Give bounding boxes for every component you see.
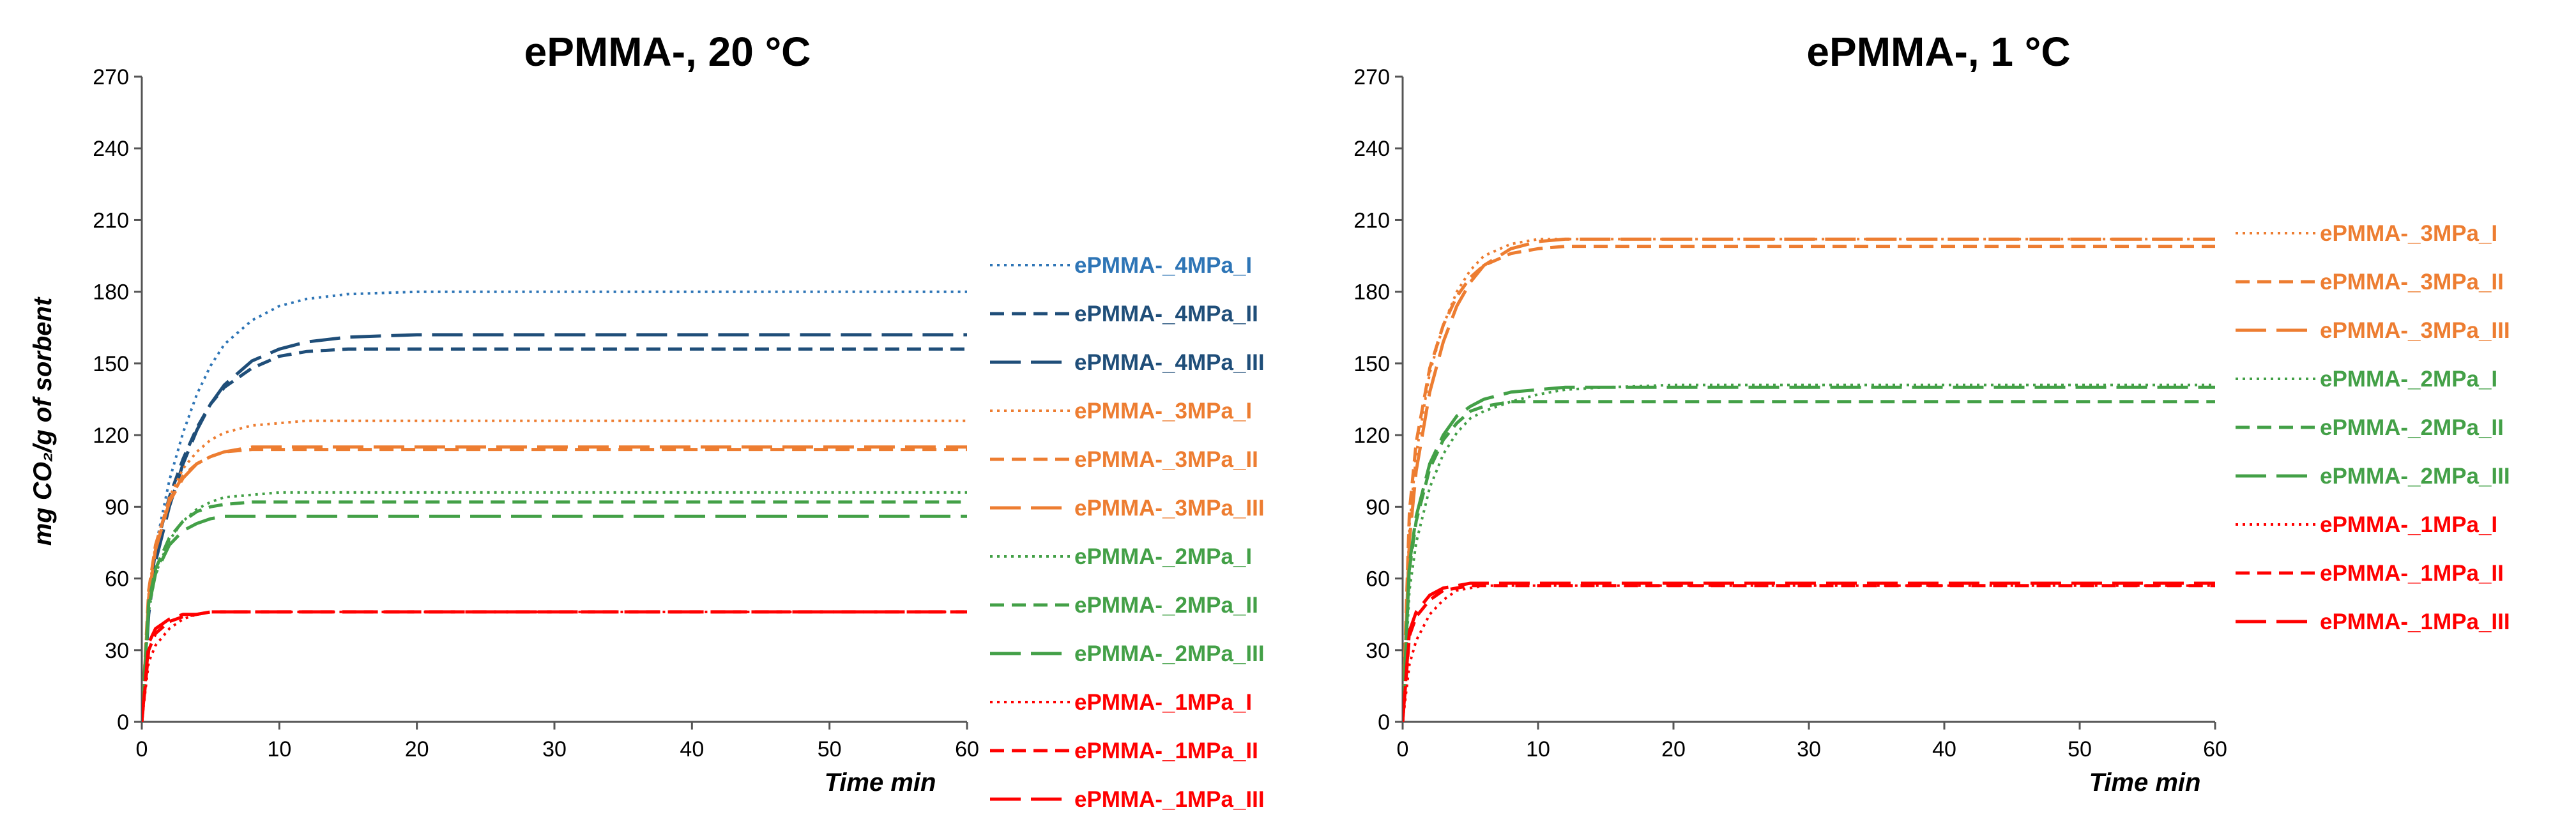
chart-title: ePMMA-, 1 °C (1806, 29, 2070, 75)
series-line-ePMMA-_2MPa_III (1403, 385, 2215, 722)
series-line-ePMMA-_2MPa_I (1403, 383, 2215, 722)
series-lines (142, 290, 967, 722)
legend-label: ePMMA-_3MPa_I (2320, 221, 2497, 246)
series-lines (1403, 237, 2215, 722)
x-tick-label: 20 (1661, 737, 1686, 761)
y-tick-label: 240 (93, 137, 129, 161)
legend-label: ePMMA-_1MPa_II (2320, 561, 2504, 586)
legend-label: ePMMA-_2MPa_III (2320, 464, 2510, 489)
legend-label: ePMMA-_4MPa_II (1074, 302, 1258, 326)
legend-label: ePMMA-_4MPa_III (1074, 350, 1265, 375)
series-line-ePMMA-_2MPa_III (142, 514, 967, 722)
y-tick-label: 150 (1353, 352, 1390, 376)
y-tick-label: 120 (1353, 424, 1390, 448)
legend-label: ePMMA-_1MPa_II (1074, 738, 1258, 763)
y-tick-label: 60 (105, 567, 129, 592)
y-tick-label: 90 (1366, 495, 1390, 519)
x-tick-labels: 0 10 20 30 40 50 60 (136, 722, 979, 761)
series-line-ePMMA-_4MPa_I (142, 290, 967, 722)
series-line-ePMMA-_3MPa_II (142, 448, 967, 722)
y-tick-label: 30 (1366, 639, 1390, 663)
x-tick-label: 10 (1526, 737, 1550, 761)
series-line-ePMMA-_1MPa_I (1403, 584, 2215, 722)
y-tick-labels: 0 30 60 90 120 150 180 210 240 270 (1353, 65, 1403, 735)
y-tick-label: 60 (1366, 567, 1390, 592)
legend-label: ePMMA-_2MPa_I (2320, 367, 2497, 392)
series-line-ePMMA-_1MPa_III (1403, 581, 2215, 722)
legend-label: ePMMA-_4MPa_I (1074, 253, 1252, 278)
y-tick-label: 240 (1353, 137, 1390, 161)
legend-label: ePMMA-_1MPa_I (2320, 512, 2497, 537)
x-tick-label: 50 (818, 737, 842, 761)
y-tick-label: 30 (105, 639, 129, 663)
legend-label: ePMMA-_2MPa_III (1074, 641, 1265, 666)
x-tick-label: 50 (2068, 737, 2092, 761)
series-line-ePMMA-_1MPa_II (142, 610, 967, 722)
x-tick-label: 60 (955, 737, 979, 761)
series-line-ePMMA-_3MPa_I (142, 419, 967, 722)
y-tick-label: 210 (1353, 208, 1390, 233)
legend-label: ePMMA-_3MPa_III (1074, 496, 1265, 521)
series-line-ePMMA-_3MPa_III (142, 445, 967, 722)
legend-label: ePMMA-_2MPa_I (1074, 544, 1252, 569)
legend: ePMMA-_3MPa_I ePMMA-_3MPa_II ePMMA-_3MPa_I… (2236, 221, 2510, 634)
x-tick-label: 40 (680, 737, 704, 761)
y-tick-label: 90 (105, 495, 129, 519)
series-line-ePMMA-_4MPa_III (142, 333, 967, 722)
x-axis-title: Time min (825, 769, 936, 797)
x-tick-label: 10 (267, 737, 291, 761)
x-axis-title: Time min (2089, 769, 2201, 797)
x-tick-label: 30 (542, 737, 567, 761)
x-tick-label: 60 (2203, 737, 2227, 761)
legend-label: ePMMA-_2MPa_II (1074, 593, 1258, 618)
y-tick-labels: 0 30 60 90 120 150 180 210 240 270 (93, 65, 142, 735)
y-tick-label: 180 (93, 280, 129, 305)
chart-panel-20c: ePMMA-, 20 °C 0306090120150180210240270 … (29, 29, 1265, 812)
legend-label: ePMMA-_3MPa_II (1074, 447, 1258, 472)
series-line-ePMMA-_1MPa_I (142, 610, 967, 722)
y-tick-label: 210 (93, 208, 129, 233)
x-tick-label: 0 (136, 737, 148, 761)
series-line-ePMMA-_4MPa_II (142, 347, 967, 722)
legend-label: ePMMA-_3MPa_I (1074, 399, 1252, 424)
y-tick-label: 0 (1378, 710, 1390, 735)
chart-panel-1c: ePMMA-, 1 °C 0 30 60 90 120 150 180 210 240 270 0… (1353, 29, 2510, 797)
x-tick-label: 20 (405, 737, 429, 761)
series-line-ePMMA-_3MPa_II (1403, 245, 2215, 722)
legend-label: ePMMA-_1MPa_III (2320, 609, 2510, 634)
legend-label: ePMMA-_3MPa_II (2320, 270, 2504, 294)
x-tick-label: 30 (1797, 737, 1821, 761)
series-line-ePMMA-_3MPa_III (1403, 237, 2215, 722)
y-tick-label: 120 (93, 424, 129, 448)
chart-title: ePMMA-, 20 °C (524, 29, 811, 75)
x-tick-label: 0 (1397, 737, 1409, 761)
series-line-ePMMA-_2MPa_II (1403, 400, 2215, 722)
legend-label: ePMMA-_3MPa_III (2320, 318, 2510, 343)
legend-label: ePMMA-_1MPa_III (1074, 787, 1265, 812)
series-line-ePMMA-_3MPa_I (1403, 238, 2215, 722)
x-tick-label: 40 (1932, 737, 1956, 761)
legend-label: ePMMA-_2MPa_II (2320, 415, 2504, 440)
legend-label: ePMMA-_1MPa_I (1074, 690, 1252, 715)
series-line-ePMMA-_2MPa_II (142, 500, 967, 722)
series-line-ePMMA-_1MPa_II (1403, 584, 2215, 722)
y-axis-title: mg CO₂/g of sorbent (29, 296, 57, 546)
legend: ePMMA-_4MPa_I ePMMA-_4MPa_II ePMMA-_4MPa_I… (990, 253, 1265, 812)
y-tick-label: 0 (117, 710, 129, 735)
y-tick-label: 180 (1353, 280, 1390, 305)
series-line-ePMMA-_1MPa_III (142, 610, 967, 722)
y-tick-label: 270 (1353, 65, 1390, 89)
y-tick-label: 270 (93, 65, 129, 89)
series-line-ePMMA-_2MPa_I (142, 491, 967, 722)
y-tick-label: 150 (93, 352, 129, 376)
x-tick-labels: 0 10 20 30 40 50 60 (1397, 722, 2227, 761)
